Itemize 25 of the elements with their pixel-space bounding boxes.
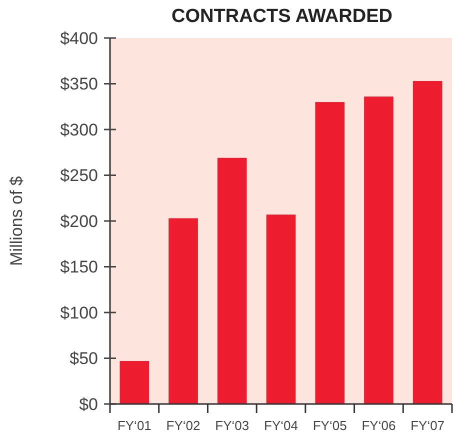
y-tick-label: $350 <box>60 74 98 94</box>
x-tick-label: FY‘06 <box>362 418 396 433</box>
bar <box>412 81 442 404</box>
y-tick-label: $200 <box>60 212 98 231</box>
y-tick-label: $100 <box>60 303 98 322</box>
y-tick-label: $0 <box>79 394 98 414</box>
chart-title: CONTRACTS AWARDED <box>172 6 392 27</box>
y-tick-label: $150 <box>60 258 98 277</box>
y-tick-label: $50 <box>70 349 98 368</box>
y-axis-title: Millions of $ <box>7 176 26 266</box>
bar <box>168 218 198 404</box>
x-tick-label: FY‘04 <box>264 418 298 433</box>
bar <box>217 158 247 404</box>
x-tick-label: FY‘05 <box>312 418 347 433</box>
x-tick-label: FY‘03 <box>215 418 250 433</box>
y-tick-label: $400 <box>60 28 98 48</box>
bar <box>364 96 394 404</box>
x-tick-label: FY‘01 <box>117 418 152 433</box>
y-tick-label: $300 <box>60 120 98 140</box>
bar <box>120 360 150 404</box>
x-tick-label: FY‘02 <box>166 418 200 433</box>
x-tick-label: FY‘07 <box>410 418 445 433</box>
bar <box>266 214 296 404</box>
bar <box>315 102 345 404</box>
y-tick-label: $250 <box>60 166 98 186</box>
